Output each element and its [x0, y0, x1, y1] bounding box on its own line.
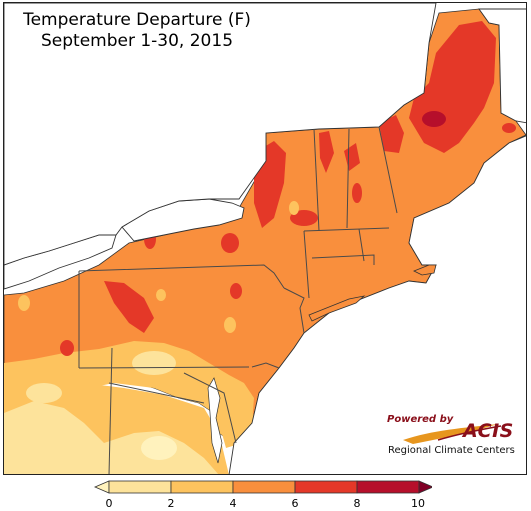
legend-colorbar: [93, 480, 432, 494]
title-line-2: September 1-30, 2015: [40, 31, 234, 51]
legend-bin-8-10: [356, 480, 420, 494]
legend-bin-2-4: [170, 480, 234, 494]
cool-patch: [224, 317, 236, 333]
cool-patch: [18, 295, 30, 311]
long-island: [308, 295, 366, 322]
hotspot-8-10-maine: [422, 111, 446, 127]
hotspot-6-8-champlain: [319, 131, 334, 173]
hotspot-6-8-nypa: [104, 281, 154, 333]
hotspot-6-8-ma: [352, 183, 362, 203]
legend-tick: 6: [291, 497, 299, 510]
zone-2-4: [4, 341, 254, 443]
legend-bin-4-6: [232, 480, 296, 494]
hotspot-6-8-pa: [60, 340, 74, 356]
cool-patch: [289, 201, 299, 215]
hotspot-6-8-me: [502, 123, 516, 133]
legend-tick: 4: [229, 497, 237, 510]
chesapeake-bay: [207, 377, 223, 464]
title-line-1: Temperature Departure (F): [23, 10, 251, 30]
zone-0-2-patch: [141, 436, 177, 460]
atlantic-ocean: [228, 135, 526, 474]
acis-logo: Powered by ACIS Regional Climate Centers: [383, 410, 518, 458]
canada-land-east: [478, 8, 526, 124]
color-legend: 0 2 4 6 8 10: [92, 478, 432, 511]
powered-by-text: Powered by: [387, 414, 454, 425]
swoosh-icon: [403, 424, 502, 444]
hotspot-6-8-pa: [230, 283, 242, 299]
legend-bin-0-2: [108, 480, 172, 494]
cape-cod: [413, 264, 437, 276]
temperature-departure-map: [4, 3, 526, 474]
legend-tick: 0: [105, 497, 113, 510]
hotspot-6-8-nh: [379, 115, 404, 153]
map-frame: [3, 2, 527, 475]
hotspot-6-8-ny: [221, 233, 239, 253]
legend-bin-6-8: [294, 480, 358, 494]
zone-0-2-patch: [132, 351, 176, 375]
state-borders: [78, 126, 398, 474]
rcc-org-text: Regional Climate Centers: [388, 445, 515, 456]
legend-tick: 2: [167, 497, 175, 510]
legend-tick: 8: [353, 497, 361, 510]
canada-land: [4, 3, 437, 266]
legend-bin--0: [93, 480, 110, 494]
legend-bin--10: [418, 480, 432, 494]
zone-0-2-patch: [26, 383, 62, 403]
acis-brand-text: ACIS: [463, 420, 514, 442]
hotspot-6-8-ny: [290, 210, 318, 226]
legend-tick: 10: [411, 497, 425, 510]
cool-patch: [156, 289, 166, 301]
map-title: Temperature Departure (F) September 1-30…: [22, 10, 252, 52]
